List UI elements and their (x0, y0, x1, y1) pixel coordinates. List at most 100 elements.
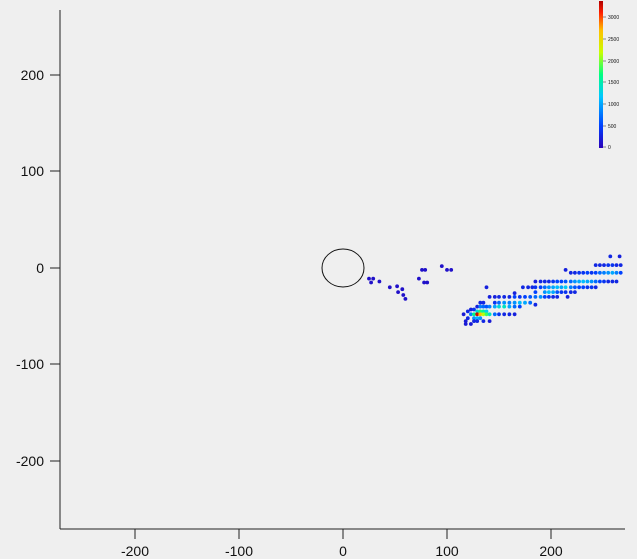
data-point (417, 276, 421, 281)
data-point (492, 312, 497, 317)
data-point (533, 290, 538, 294)
data-point (369, 280, 373, 285)
colorbar-label: 3000 (608, 15, 619, 21)
data-point (478, 304, 483, 309)
y-tick-label: 100 (21, 163, 45, 179)
data-point (614, 263, 619, 267)
data-point (492, 295, 497, 299)
data-point (538, 285, 543, 290)
data-points (367, 254, 623, 326)
data-point (497, 312, 501, 317)
data-point (481, 300, 486, 305)
data-point (521, 285, 525, 290)
data-point (563, 285, 568, 290)
data-point (533, 285, 538, 290)
data-point (484, 285, 489, 290)
data-point (602, 263, 606, 267)
colorbar-label: 2000 (608, 59, 619, 65)
data-point (422, 280, 426, 285)
data-point (593, 279, 598, 284)
data-point (551, 290, 555, 294)
data-point (487, 319, 492, 323)
data-point (598, 270, 602, 275)
data-point (589, 279, 594, 284)
data-point (461, 312, 466, 317)
data-point (602, 270, 606, 275)
data-point (565, 295, 570, 299)
data-point (542, 279, 547, 284)
data-point (610, 270, 615, 275)
data-point (542, 295, 547, 299)
data-point (598, 263, 602, 267)
data-point (530, 285, 535, 290)
y-tick-label: 200 (21, 67, 45, 83)
data-point (577, 285, 581, 290)
data-point (568, 285, 573, 290)
data-point (563, 268, 568, 272)
data-point (478, 312, 483, 317)
data-point (589, 285, 594, 290)
data-point (439, 264, 444, 268)
data-point (481, 309, 486, 314)
data-point (585, 270, 590, 275)
data-point (478, 300, 483, 305)
data-point (555, 285, 560, 290)
data-point (502, 300, 507, 305)
data-point (507, 312, 512, 317)
data-point (563, 290, 568, 294)
data-point (563, 279, 568, 284)
data-point (396, 290, 400, 294)
x-tick-label: 100 (435, 543, 459, 559)
data-point (608, 254, 613, 259)
data-point (568, 290, 573, 294)
data-point (475, 309, 480, 314)
data-point (502, 304, 507, 309)
data-point (497, 304, 501, 309)
data-point (577, 279, 581, 284)
data-point (512, 312, 517, 317)
data-point (472, 312, 476, 317)
data-point (487, 304, 492, 309)
data-point (487, 312, 492, 317)
data-point (507, 304, 512, 309)
data-point (517, 295, 522, 299)
data-point (573, 270, 577, 275)
data-point (465, 316, 470, 321)
data-point (484, 312, 489, 317)
data-point (585, 279, 590, 284)
data-point (507, 300, 512, 305)
data-point (472, 307, 476, 312)
data-point (449, 268, 454, 272)
data-point (581, 270, 586, 275)
data-point (420, 268, 424, 272)
data-point (555, 290, 560, 294)
data-point (526, 285, 530, 290)
data-point (568, 270, 573, 275)
data-point (602, 279, 606, 284)
data-point (618, 270, 623, 275)
x-tick-label: -100 (225, 543, 253, 559)
data-point (475, 304, 480, 309)
data-point (614, 279, 619, 284)
data-point (617, 254, 622, 259)
data-point (497, 295, 501, 299)
data-point (577, 270, 581, 275)
data-point (547, 290, 551, 294)
data-point (481, 304, 486, 309)
data-point (502, 295, 507, 299)
data-point (465, 309, 470, 314)
data-point (547, 285, 551, 290)
data-point (512, 304, 517, 309)
data-point (559, 279, 564, 284)
data-point (559, 285, 564, 290)
data-point (478, 309, 483, 314)
data-point (484, 304, 489, 309)
data-point (551, 279, 555, 284)
data-point (618, 263, 623, 267)
y-tick-label: 0 (36, 260, 44, 276)
data-point (593, 285, 598, 290)
data-point (606, 270, 611, 275)
data-point (606, 263, 611, 267)
data-point (469, 307, 473, 312)
